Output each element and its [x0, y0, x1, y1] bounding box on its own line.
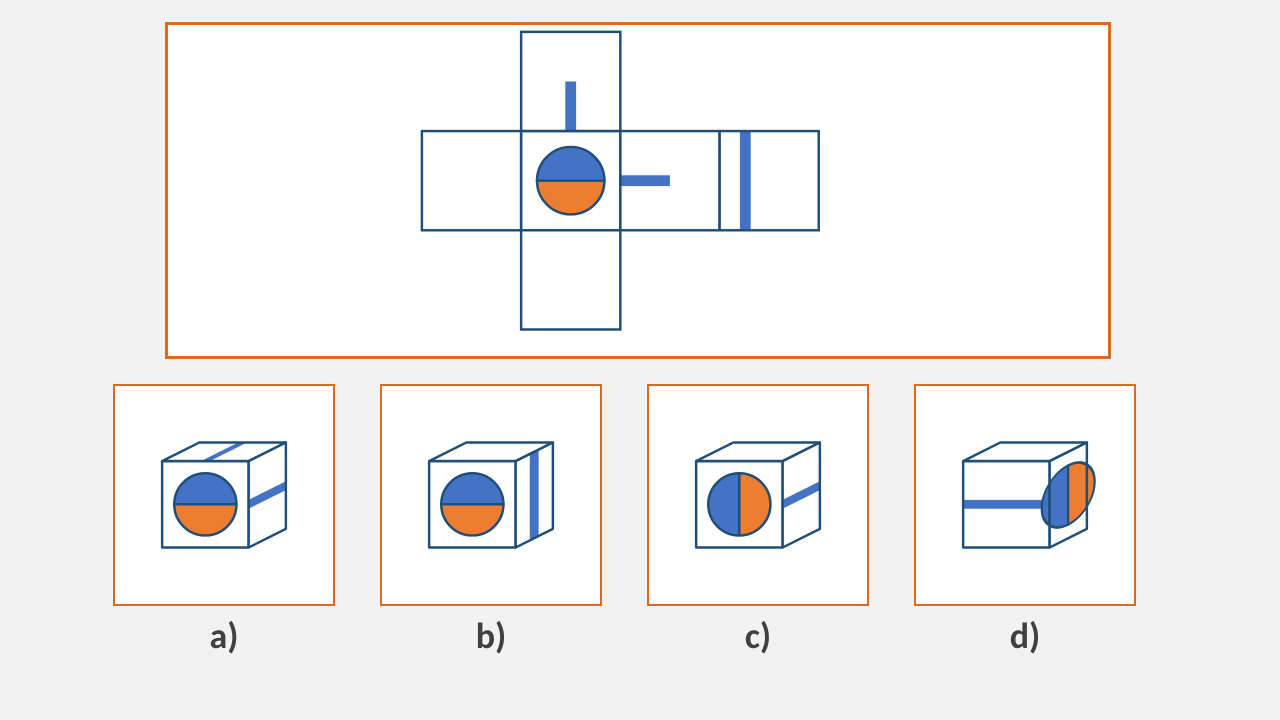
option-b-cube — [382, 386, 600, 604]
option-a-cube — [115, 386, 333, 604]
option-a-label: a) — [113, 614, 335, 658]
option-c-label: c) — [647, 614, 869, 658]
net-panel — [165, 22, 1111, 359]
option-d-panel[interactable] — [914, 384, 1136, 606]
stage: a) b) c) d) — [0, 0, 1280, 720]
cube-net — [168, 25, 1108, 356]
option-d-cube — [916, 386, 1134, 604]
option-b-panel[interactable] — [380, 384, 602, 606]
option-b-label: b) — [380, 614, 602, 658]
option-c-panel[interactable] — [647, 384, 869, 606]
option-d-label: d) — [914, 614, 1136, 658]
option-a-panel[interactable] — [113, 384, 335, 606]
option-c-cube — [649, 386, 867, 604]
